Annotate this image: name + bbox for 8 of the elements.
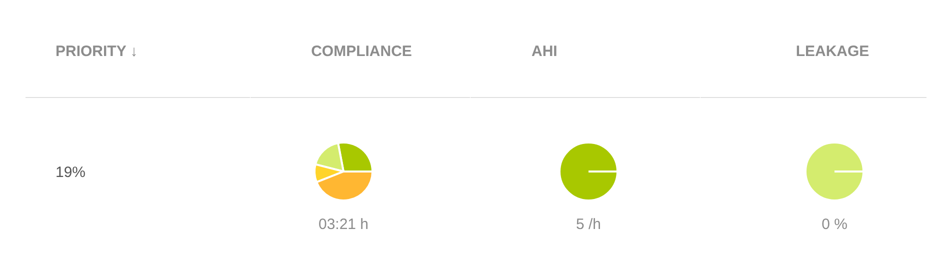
text: PRIORITY ↓ <box>56 43 138 60</box>
chart-title: LEAKAGE <box>796 43 870 60</box>
chart-title: AHI <box>532 43 558 60</box>
text: 0 % <box>822 216 848 233</box>
text: 5 /h <box>576 216 602 233</box>
text: 03:21 h <box>318 216 369 233</box>
text: 19% <box>56 164 86 181</box>
chart-title: COMPLIANCE <box>311 43 412 60</box>
